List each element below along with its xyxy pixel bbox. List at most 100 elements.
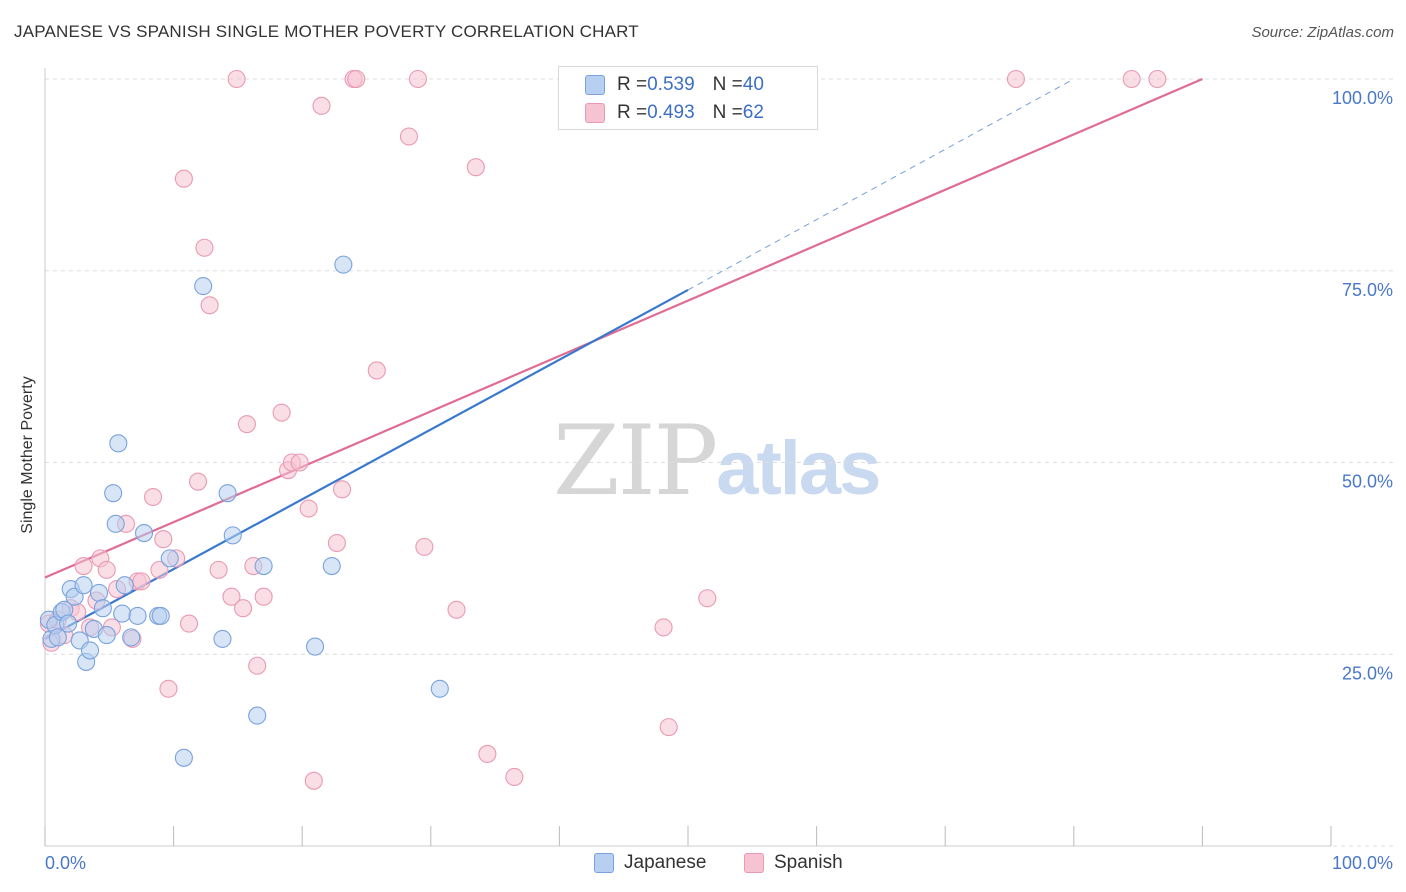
spanish-point <box>698 589 717 608</box>
spanish-point <box>327 533 346 553</box>
stats-legend: R = 0.539 N = 40 R = 0.493 N = 62 <box>558 66 818 130</box>
spanish-point <box>233 599 253 618</box>
spanish-point <box>154 530 173 549</box>
spanish-point <box>188 472 208 491</box>
y-tick-label: 50.0% <box>1342 472 1393 492</box>
spanish-trend-line <box>44 77 1203 579</box>
legend-spanish-label: Spanish <box>774 852 843 873</box>
spanish-point <box>159 679 178 698</box>
japanese-point <box>89 583 109 602</box>
spanish-point <box>254 587 273 606</box>
spanish-point <box>237 415 256 434</box>
stats-row-spanish: R = 0.493 N = 62 <box>585 99 764 127</box>
spanish-point <box>209 560 228 579</box>
japanese-point <box>218 484 237 503</box>
japanese-swatch <box>585 75 605 95</box>
japanese-point <box>160 549 179 568</box>
japanese-point <box>223 526 242 545</box>
spanish-point <box>132 572 151 591</box>
spanish-point <box>347 69 366 89</box>
grid <box>45 78 1394 847</box>
y-tick-label: 100.0% <box>1332 88 1393 108</box>
legend-item-spanish: Spanish <box>744 852 843 874</box>
spanish-point <box>97 560 116 579</box>
japanese-point <box>80 641 100 660</box>
legend-japanese-label: Japanese <box>624 852 707 873</box>
spanish-point <box>1006 69 1025 89</box>
spanish-point <box>312 96 331 115</box>
spanish-n-label: N = <box>712 102 743 123</box>
spanish-point <box>195 238 214 257</box>
japanese-point <box>248 706 267 725</box>
spanish-point <box>222 587 241 606</box>
japanese-point <box>306 637 325 656</box>
japanese-n-value: 40 <box>742 74 764 95</box>
legend-item-japanese: Japanese <box>594 852 706 874</box>
japanese-point <box>128 606 147 625</box>
japanese-point <box>122 628 141 647</box>
spanish-point <box>333 480 352 499</box>
trend-lines <box>44 77 1203 640</box>
data-points <box>39 69 1167 790</box>
y-tick-label: 25.0% <box>1342 663 1393 683</box>
japanese-point <box>194 277 213 296</box>
spanish-point <box>143 487 163 507</box>
spanish-point <box>150 560 169 579</box>
spanish-n-value: 62 <box>742 102 764 123</box>
y-tick-label: 75.0% <box>1342 280 1393 300</box>
japanese-r-label: R = <box>617 74 648 95</box>
series-legend: Japanese Spanish <box>0 852 1406 878</box>
spanish-point <box>174 169 193 188</box>
axes <box>44 68 1332 847</box>
japanese-trend-line <box>44 288 689 640</box>
spanish-point <box>399 127 418 146</box>
spanish-point <box>466 158 485 177</box>
x-tick-label: 0.0% <box>45 853 86 873</box>
japanese-point <box>104 484 123 503</box>
japanese-point <box>254 556 273 576</box>
japanese-point <box>93 599 112 618</box>
spanish-point <box>408 69 427 89</box>
chart-title: JAPANESE VS SPANISH SINGLE MOTHER POVERT… <box>14 22 639 41</box>
japanese-point <box>59 614 78 633</box>
japanese-point <box>334 255 353 274</box>
spanish-point <box>179 614 199 633</box>
spanish-point <box>1122 69 1141 89</box>
japanese-r-value: 0.539 <box>647 74 695 95</box>
spanish-point <box>200 296 219 315</box>
japanese-point <box>106 514 125 533</box>
japanese-n-label: N = <box>712 74 743 95</box>
spanish-point <box>659 718 678 737</box>
spanish-point <box>654 618 673 637</box>
spanish-r-value: 0.493 <box>647 102 695 123</box>
watermark-atlas: atlas <box>716 426 881 511</box>
x-tick-label: 100.0% <box>1332 853 1393 873</box>
spanish-point <box>227 69 246 89</box>
spanish-point <box>505 767 524 787</box>
spanish-point <box>74 556 93 576</box>
japanese-point <box>213 629 232 648</box>
japanese-point <box>48 628 67 647</box>
spanish-point <box>367 361 386 380</box>
spanish-swatch <box>585 103 605 123</box>
japanese-point <box>97 626 116 645</box>
japanese-point <box>115 576 134 595</box>
spanish-point <box>447 600 466 619</box>
spanish-point <box>290 453 309 472</box>
japanese-point <box>134 524 154 543</box>
japanese-point <box>113 604 132 623</box>
tick-labels: 25.0% 50.0% 75.0% 100.0% 0.0% 100.0% <box>45 88 1393 873</box>
japanese-point <box>151 606 170 625</box>
japanese-point <box>430 679 449 698</box>
spanish-point <box>272 403 291 422</box>
japanese-point <box>74 576 93 595</box>
spanish-point <box>248 656 267 675</box>
spanish-r-label: R = <box>617 102 648 123</box>
japanese-point <box>174 748 193 767</box>
spanish-point <box>299 499 318 518</box>
legend-spanish-swatch <box>744 853 764 873</box>
spanish-point <box>415 537 434 556</box>
stats-row-japanese: R = 0.539 N = 40 <box>585 71 764 99</box>
japanese-point <box>322 556 341 576</box>
